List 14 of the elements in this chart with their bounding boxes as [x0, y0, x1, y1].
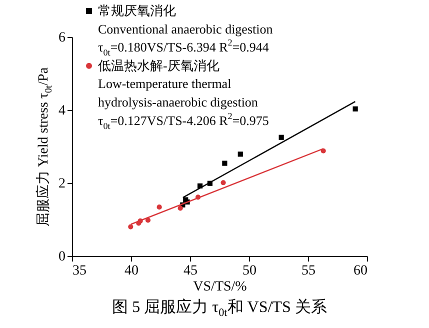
legend-label: 常规厌氧消化 Conventional anaerobic digestion τ$_{0t}$=0.180VS/TS-6.394 R$^{2}$=0.944 [98, 3, 274, 58]
x-tick-label: 50 [242, 264, 256, 278]
y-tick-label: 0 [58, 250, 66, 264]
x-tick-label: 55 [302, 264, 316, 278]
y-tick-label: 2 [58, 176, 66, 192]
x-axis-title: VS/TS/% [193, 280, 248, 294]
x-tick-label: 40 [124, 264, 138, 278]
y-tick-label: 6 [58, 30, 66, 46]
x-tick-label: 60 [354, 264, 368, 278]
legend-label: 低温热水解-厌氧消化 Low-temperature thermal hydrolysis-anaerobic digestion τ$_{0t}$=0.127VS/TS-4.206 R$^{2}$=0.975 [98, 58, 269, 131]
x-tick-label: 35 [72, 264, 86, 278]
text: 图 5 屈服应力 τ$_{0t}$和 VS/TS 关系 [112, 298, 327, 319]
x-tick-label: 45 [184, 264, 198, 278]
y-tick-label: 4 [58, 104, 66, 118]
